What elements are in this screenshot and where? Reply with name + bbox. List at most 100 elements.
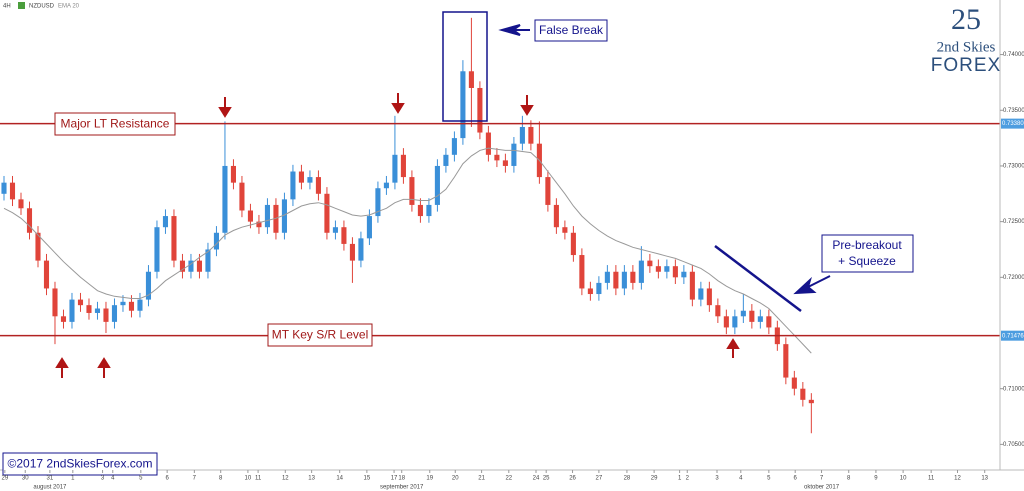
candle-body: [154, 227, 160, 272]
x-tick-label: 31: [47, 476, 54, 482]
candle-body: [332, 227, 338, 233]
candle-body: [273, 204, 279, 233]
candle-body: [222, 165, 228, 233]
candle-body: [247, 210, 253, 222]
candle-body: [749, 310, 755, 322]
candle-body: [307, 177, 313, 183]
candle-body: [392, 154, 398, 183]
squeeze-label-2: + Squeeze: [838, 254, 896, 268]
x-tick-label: 2: [686, 476, 690, 482]
candle-body: [791, 377, 797, 389]
candle-body: [171, 216, 177, 261]
x-tick-label: 6: [794, 476, 798, 482]
ema-line: [3, 147, 812, 354]
candle-body: [196, 260, 203, 272]
candle-body: [77, 299, 84, 306]
candle-body: [757, 316, 763, 322]
candle-body: [681, 271, 687, 278]
squeeze-arrow: [793, 275, 831, 295]
resistance-box: [54, 112, 176, 136]
x-tick-label: 12: [282, 476, 289, 482]
y-tick-label: 0.72000: [1003, 275, 1024, 281]
resistance-label: Major LT Resistance: [61, 117, 170, 131]
candle-body: [324, 193, 330, 233]
y-tick-label: 0.73000: [1003, 164, 1024, 170]
logo-bottom: FOREX: [931, 55, 1001, 76]
candle-body: [69, 299, 75, 322]
symbol: NZDUSD: [29, 4, 55, 10]
candle-body: [451, 138, 457, 155]
false-break-frame: [442, 11, 488, 122]
candle-body: [460, 71, 466, 139]
x-tick-label: 27: [596, 476, 603, 482]
candle-body: [647, 260, 653, 267]
up-arrow: [97, 357, 111, 378]
price-tag: [1001, 118, 1024, 129]
candle-body: [562, 227, 568, 233]
false-break-arrow: [498, 24, 530, 36]
candle-body: [315, 177, 321, 194]
x-tick-label: 29: [651, 476, 658, 482]
x-tick-label: 29: [2, 476, 9, 482]
candle-body: [604, 271, 610, 283]
x-tick-label: 22: [505, 476, 512, 482]
down-arrow: [520, 95, 534, 116]
false-break-label: False Break: [539, 23, 604, 37]
candle-body: [366, 216, 372, 239]
candle-body: [443, 154, 449, 166]
x-tick-label: 8: [219, 476, 223, 482]
x-tick-label: 10: [245, 476, 252, 482]
candle-body: [375, 188, 381, 217]
logo-mark: 25: [951, 3, 981, 36]
x-tick-label: 18: [398, 476, 405, 482]
candle-body: [426, 204, 432, 217]
candle-body: [239, 182, 245, 211]
candle-body: [800, 388, 806, 400]
candle-body: [715, 305, 721, 317]
x-tick-label: 3: [101, 476, 105, 482]
candle-body: [528, 126, 534, 144]
month-label: august 2017: [33, 485, 67, 491]
candle-body: [706, 288, 712, 306]
candle-body: [43, 260, 50, 289]
candle-body: [502, 160, 508, 166]
candle-body: [570, 232, 576, 256]
x-tick-label: 8: [847, 476, 851, 482]
x-tick-label: 30: [22, 476, 29, 482]
x-tick-label: 20: [452, 476, 459, 482]
pivot-arrows: [55, 93, 740, 378]
candle-body: [766, 316, 772, 328]
copyright-box: [2, 452, 158, 476]
candle-body: [341, 227, 347, 244]
squeeze-box: [821, 234, 914, 273]
candle-body: [689, 271, 695, 300]
month-label: oktober 2017: [804, 485, 840, 491]
copyright: ©2017 2ndSkiesForex.com: [8, 457, 153, 471]
candle-body: [26, 208, 33, 233]
candle-body: [596, 282, 602, 295]
candle-body: [188, 260, 194, 272]
candle-body: [128, 301, 135, 311]
y-tick-label: 0.72500: [1003, 219, 1024, 225]
x-tick-label: 1: [71, 476, 75, 482]
candle-body: [485, 132, 491, 155]
candle-body: [477, 87, 483, 133]
candle-body: [468, 71, 474, 88]
candle-body: [434, 165, 440, 205]
candle-body: [783, 344, 789, 378]
candle-body: [94, 308, 101, 313]
candle-body: [553, 204, 559, 228]
candle-body: [111, 305, 118, 322]
candle-body: [740, 310, 746, 317]
candle-body: [417, 204, 423, 217]
x-tick-label: 13: [981, 476, 988, 482]
candle-body: [205, 249, 211, 272]
candle-body: [290, 171, 296, 200]
x-tick-label: 15: [364, 476, 371, 482]
candle-body: [383, 182, 389, 189]
candle-body: [162, 216, 169, 228]
y-tick-label: 0.71000: [1003, 386, 1024, 392]
x-tick-label: 14: [336, 476, 343, 482]
candle-body: [638, 260, 644, 283]
